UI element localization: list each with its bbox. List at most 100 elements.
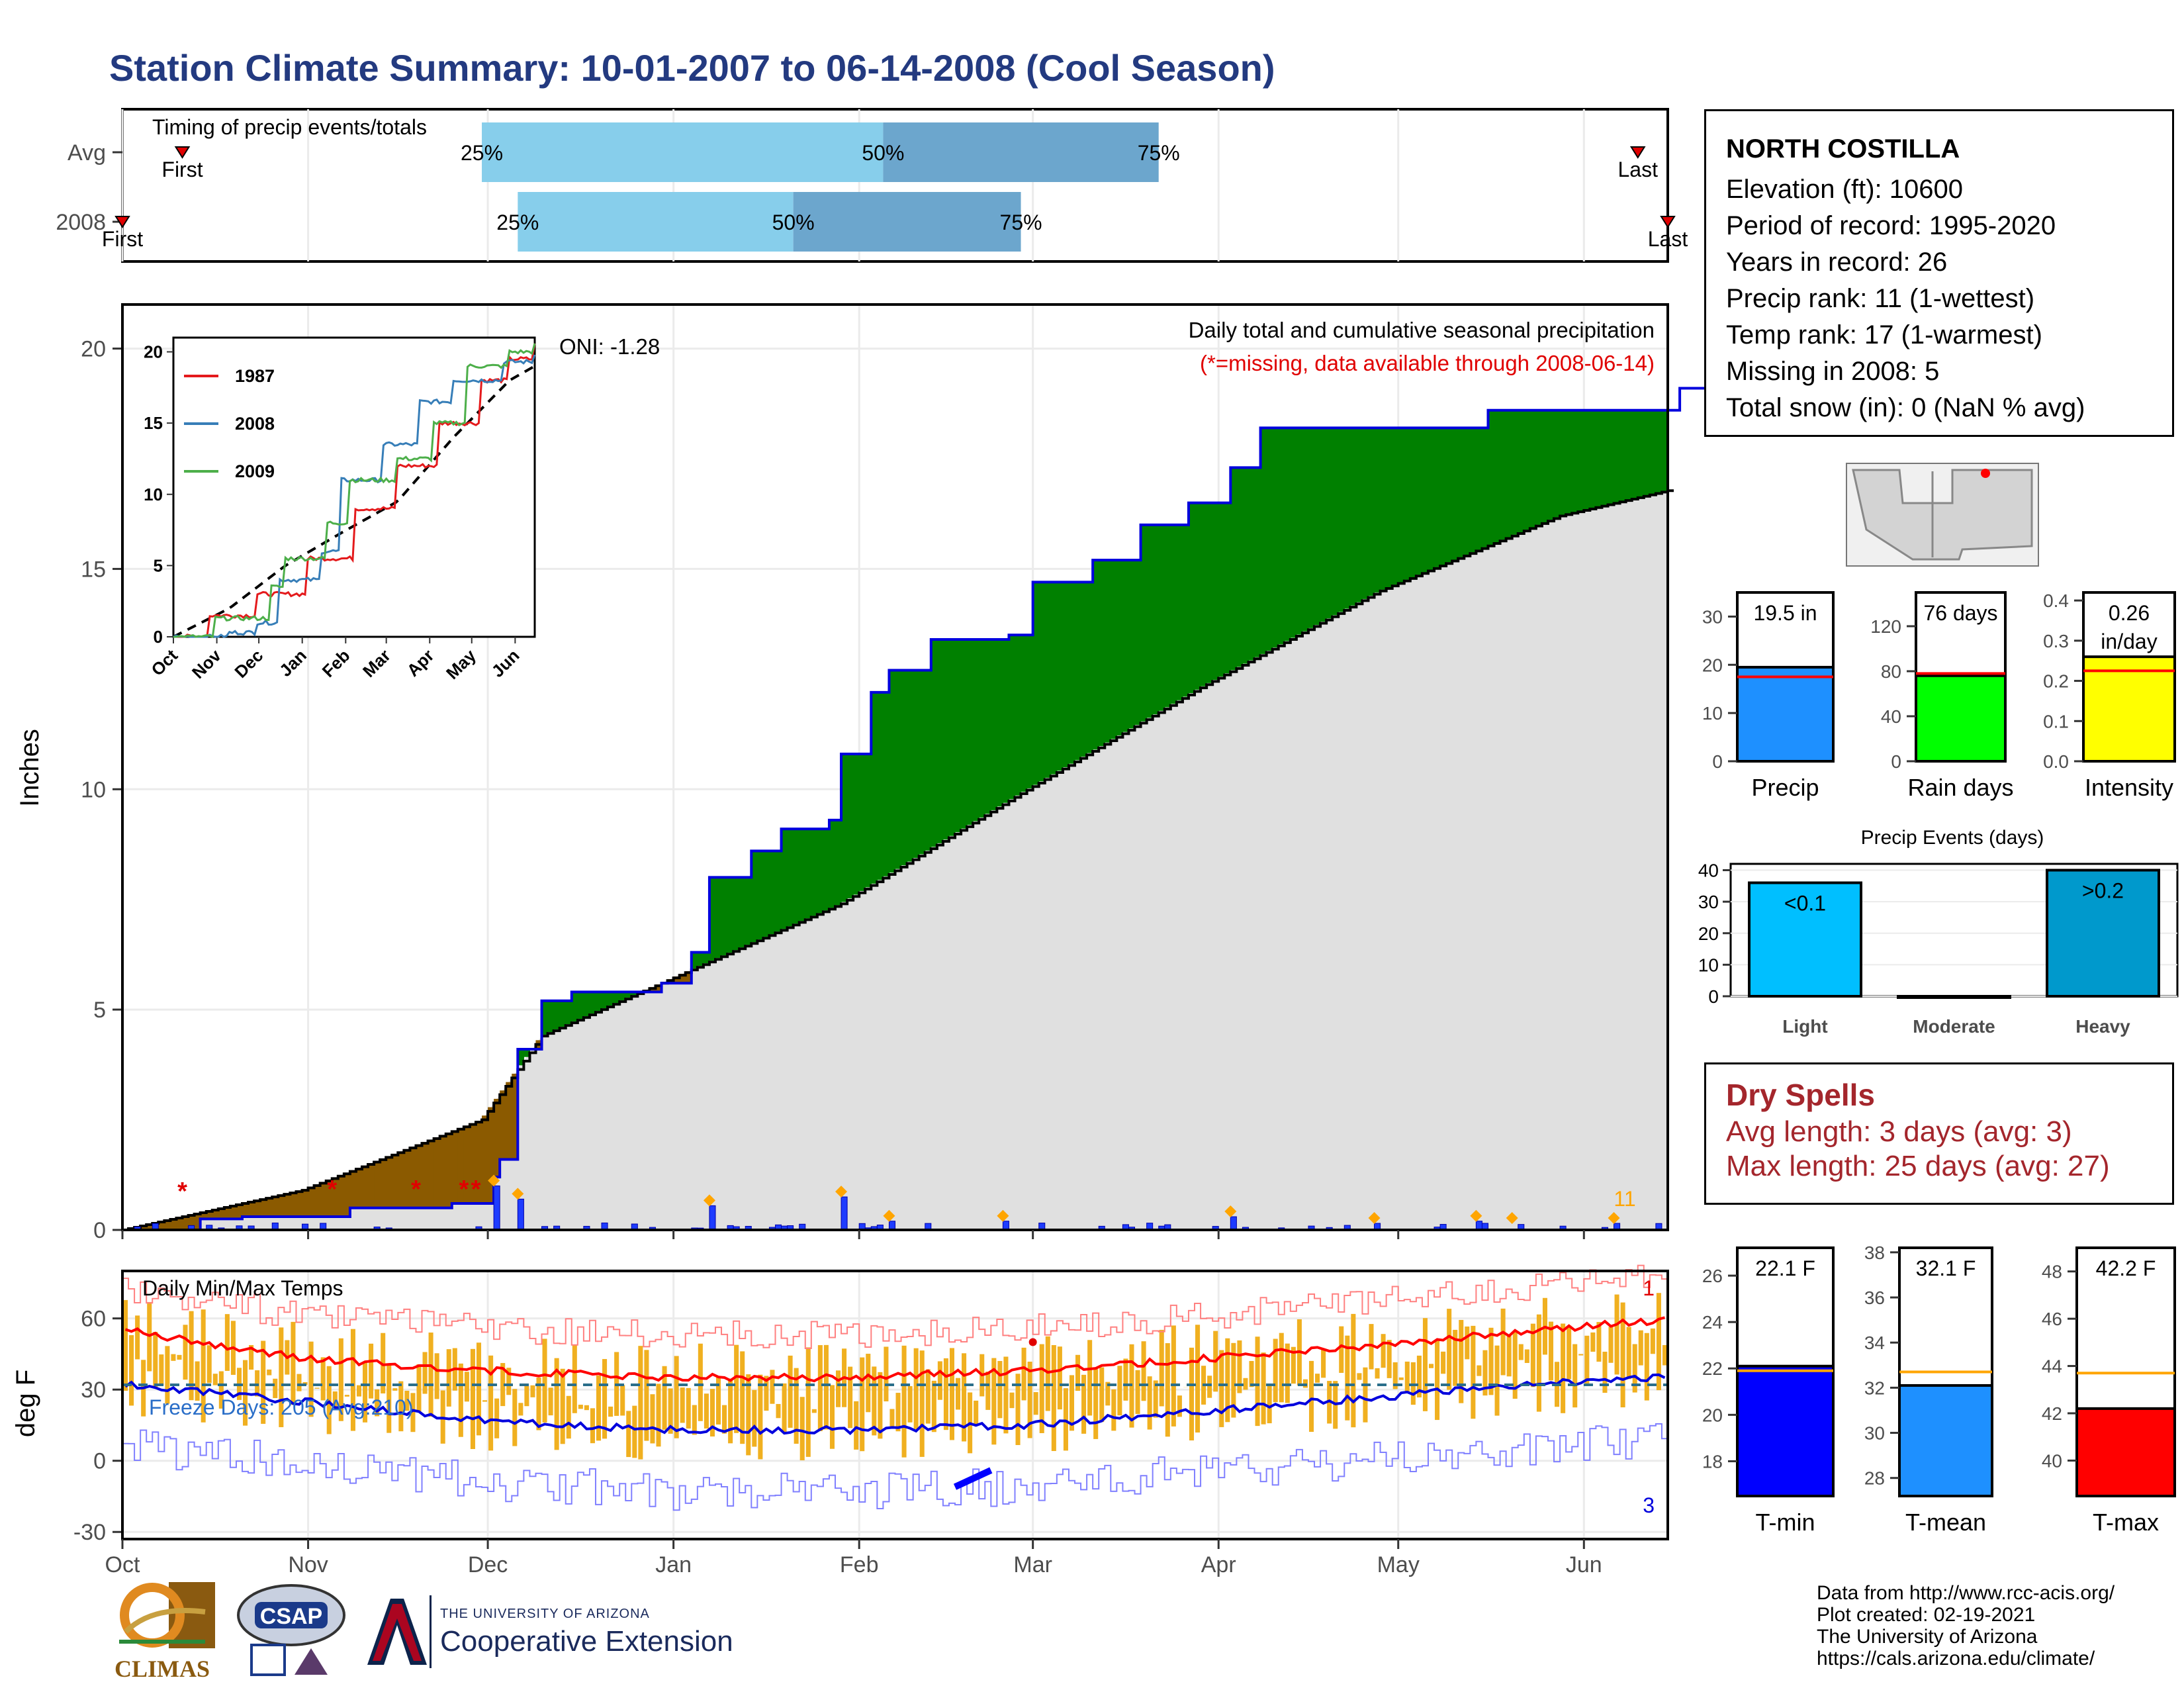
temp-range-bar [884,1346,889,1401]
temp-range-bar [1662,1344,1667,1366]
above-avg-fill [1236,467,1244,667]
above-avg-fill [1188,502,1195,694]
above-avg-fill [1248,467,1255,661]
above-avg-fill [1206,502,1213,683]
temp-range-bar [123,1299,128,1391]
above-avg-fill [793,829,800,924]
temp-range-bar [878,1372,883,1439]
above-avg-fill [1566,410,1572,514]
temp-range-bar [506,1368,512,1395]
above-avg-fill [1068,582,1075,764]
timing-p50-label: 50% [772,211,815,234]
temp-range-bar [1177,1395,1182,1417]
below-avg-fill [206,1211,213,1219]
temp-range-bar [398,1381,404,1432]
above-avg-fill [781,829,788,929]
temp-range-bar [476,1342,482,1436]
temp-range-bar [524,1385,529,1407]
above-avg-fill [1535,410,1543,525]
above-avg-fill [1356,428,1363,602]
temp-range-bar [500,1363,506,1407]
above-avg-fill [608,992,614,1006]
above-avg-fill [1128,560,1136,729]
temp-range-bar [308,1341,314,1417]
inset-ytick-label: 20 [144,342,163,362]
temp-range-bar [195,1361,200,1401]
temp-range-bar [794,1368,799,1444]
above-avg-fill [1003,639,1010,803]
above-avg-fill [1440,428,1447,565]
above-avg-fill [1649,410,1657,494]
temp-range-bar [212,1374,218,1385]
below-avg-fill [380,1158,387,1208]
temp-range-bar [1435,1339,1440,1421]
rain-days-value-label: 76 days [1923,601,1997,625]
above-avg-fill [1111,560,1117,739]
below-avg-fill [314,1184,321,1217]
last-event-marker [1629,146,1646,159]
above-avg-fill [1614,410,1621,503]
timing-p50-label: 50% [862,141,904,165]
inset-frame [172,336,536,638]
temp-range-bar [1530,1323,1535,1387]
temp-range-bar [1656,1293,1661,1391]
credit-url: https://cals.arizona.edu/climate/ [1817,1648,2095,1669]
above-avg-fill [751,851,758,943]
above-avg-fill [925,670,932,851]
tmean-ytick-label: 32 [1864,1378,1885,1398]
above-avg-fill [1326,428,1333,619]
above-avg-fill [1062,582,1069,767]
dry-spells-title: Dry Spells [1726,1078,1875,1112]
temp-range-bar [1321,1350,1326,1378]
precip-total-ytick-label: 30 [1702,606,1723,627]
below-avg-fill [248,1201,255,1217]
temp-range-bar [326,1366,332,1434]
above-avg-fill [985,639,991,814]
above-avg-fill [973,639,979,821]
above-avg-fill [919,670,926,855]
temp-range-bar [746,1374,751,1456]
precip-event-marker [997,1209,1009,1222]
above-avg-fill [1541,410,1549,522]
inset-ytick-label: 5 [154,555,163,575]
events-title: Precip Events (days) [1861,827,2044,849]
temp-range-bar [1057,1346,1062,1410]
above-avg-fill [1182,524,1189,697]
temp-range-bar [404,1390,410,1411]
above-avg-fill [1608,410,1615,504]
temp-range-bar [1237,1340,1242,1393]
station-period: Period of record: 1995-2020 [1726,211,2056,240]
temp-range-bar [1369,1324,1374,1370]
above-avg-fill [948,639,956,836]
events-ytick-label: 10 [1698,955,1719,975]
temp-range-bar [1548,1321,1554,1381]
temp-range-bar [1189,1347,1195,1440]
temp-range-bar [165,1346,170,1404]
above-avg-fill [721,877,728,956]
temp-range-bar [1392,1362,1398,1389]
events-category-label: Light [1782,1016,1827,1037]
above-avg-fill [1452,428,1459,560]
temp-xtick-label: Feb [840,1552,879,1577]
record-high-marker [1028,1338,1037,1346]
temp-range-bar [662,1366,667,1430]
events-ytick-label: 30 [1698,892,1719,912]
temp-range-bar [350,1329,355,1431]
above-avg-fill [1392,428,1399,585]
temp-range-bar [805,1347,811,1457]
temp-range-bar [907,1386,913,1423]
temp-range-bar [782,1383,787,1433]
temp-range-bar [776,1403,781,1419]
temp-range-bar [218,1371,224,1409]
above-avg-fill [614,992,620,1004]
above-avg-fill [595,992,602,1011]
above-avg-fill [763,851,770,937]
temp-range-bar [1536,1314,1541,1412]
temp-range-bar [1488,1327,1494,1395]
above-avg-fill [883,692,890,876]
above-avg-fill [631,992,638,996]
temp-range-bar [1381,1334,1386,1368]
temp-range-bar [1375,1368,1380,1379]
temp-range-bar [518,1403,523,1416]
temp-range-bar [572,1344,577,1413]
